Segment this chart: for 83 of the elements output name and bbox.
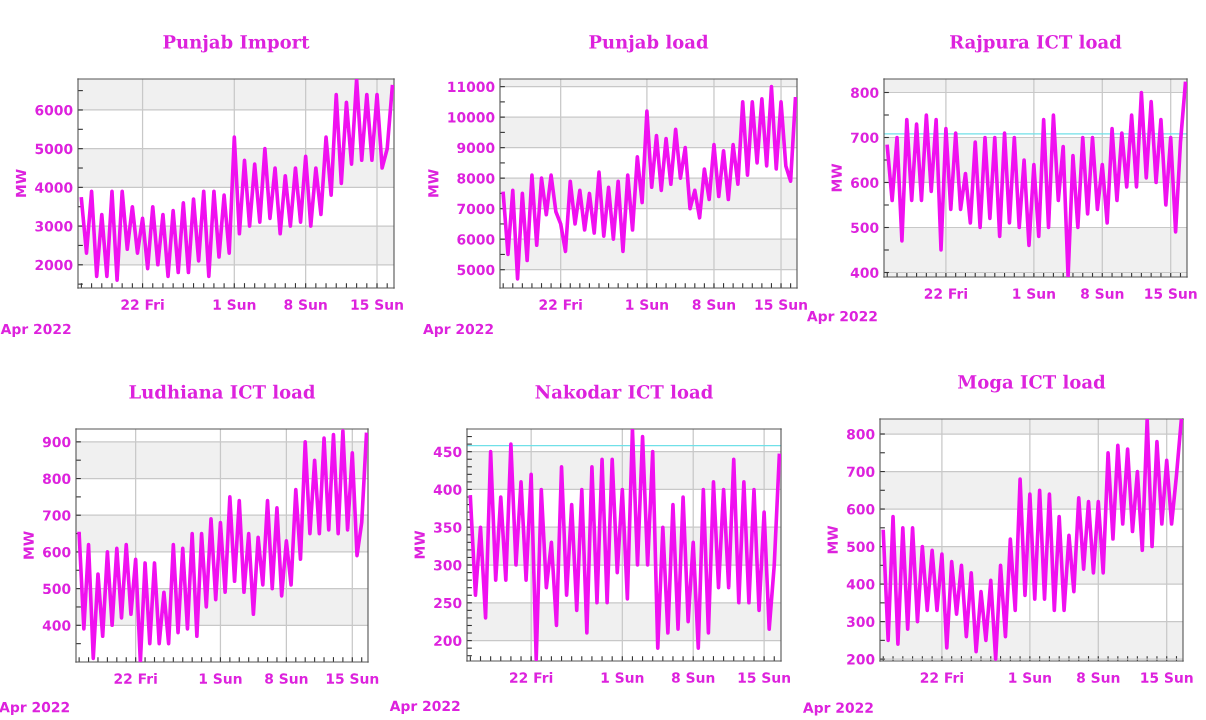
y-tick-label: 700 bbox=[851, 132, 879, 143]
y-tick-label: 800 bbox=[851, 87, 879, 98]
y-tick-label: 9000 bbox=[457, 142, 495, 154]
y-axis-title: MW bbox=[23, 531, 34, 559]
line-series bbox=[501, 84, 797, 281]
y-tick-label: 700 bbox=[43, 510, 71, 521]
y-tick-label: 500 bbox=[851, 222, 879, 233]
x-tick-label: 8 Sun bbox=[1081, 288, 1124, 299]
x-tick-label: 15 Sun bbox=[326, 673, 379, 684]
y-axis-title: MW bbox=[414, 530, 425, 559]
y-tick-label: 250 bbox=[434, 597, 462, 609]
y-tick-label: 10000 bbox=[448, 112, 495, 123]
x-tick-label: 1 Sun bbox=[213, 299, 256, 310]
chart-title: Punjab load bbox=[589, 34, 709, 53]
chart-title: Nakodar ICT load bbox=[535, 384, 713, 399]
y-tick-label: 500 bbox=[847, 541, 875, 553]
text: Apr 2022 bbox=[423, 323, 493, 337]
y-tick-label: 300 bbox=[434, 559, 462, 571]
x-tick-label: 1 Sun bbox=[1009, 672, 1051, 683]
chart-title: Punjab Import bbox=[163, 34, 310, 53]
x-tick-label: 8 Sun bbox=[1077, 672, 1120, 683]
y-tick-label: 800 bbox=[847, 428, 875, 440]
y-tick-label: 2000 bbox=[35, 259, 73, 271]
y-tick-label: 5000 bbox=[457, 264, 495, 276]
line-series bbox=[885, 81, 1187, 277]
text: Apr 2022 bbox=[0, 701, 69, 716]
y-tick-label: 500 bbox=[43, 583, 71, 595]
y-axis-title: MW bbox=[428, 169, 439, 197]
y-tick-label: 6000 bbox=[35, 104, 73, 116]
y-tick-label: 6000 bbox=[457, 234, 495, 245]
y-tick-label: 450 bbox=[433, 446, 462, 458]
y-tick-label: 400 bbox=[42, 620, 71, 631]
y-tick-label: 5000 bbox=[35, 143, 73, 155]
x-tick-label: 8 Sun bbox=[692, 299, 736, 310]
y-tick-label: 600 bbox=[847, 504, 875, 515]
x-tick-label: 1 Sun bbox=[199, 673, 242, 684]
x-tick-label: 22 Fri bbox=[920, 672, 963, 683]
y-tick-label: 700 bbox=[847, 466, 875, 477]
y-tick-label: 900 bbox=[42, 436, 71, 448]
x-tick-label: 1 Sun bbox=[601, 672, 644, 683]
x-tick-label: 8 Sun bbox=[265, 673, 308, 684]
y-tick-label: 400 bbox=[850, 267, 879, 278]
y-tick-label: 350 bbox=[434, 522, 462, 533]
chart-title: Moga ICT load bbox=[958, 374, 1106, 393]
y-axis-title: MW bbox=[15, 169, 27, 197]
x-tick-label: 22 Fri bbox=[510, 672, 553, 683]
y-tick-label: 4000 bbox=[35, 182, 73, 193]
chart-title: Ludhiana ICT load bbox=[129, 384, 316, 399]
chart-title: Rajpura ICT load bbox=[950, 34, 1122, 53]
line-series bbox=[77, 429, 368, 662]
x-tick-label: 1 Sun bbox=[1013, 288, 1055, 299]
text: Apr 2022 bbox=[389, 700, 460, 714]
line-series bbox=[468, 429, 781, 661]
y-tick-label: 400 bbox=[433, 484, 462, 495]
y-tick-label: 400 bbox=[846, 579, 875, 590]
x-tick-label: 15 Sun bbox=[738, 672, 790, 683]
y-tick-label: 300 bbox=[847, 616, 875, 628]
y-tick-label: 8000 bbox=[457, 173, 495, 184]
y-tick-label: 800 bbox=[43, 473, 71, 485]
x-tick-label: 22 Fri bbox=[924, 288, 967, 299]
x-tick-label: 15 Sun bbox=[351, 299, 403, 310]
y-tick-label: 11000 bbox=[448, 81, 495, 93]
text: Apr 2022 bbox=[0, 323, 71, 337]
x-tick-label: 1 Sun bbox=[626, 299, 668, 310]
y-tick-label: 3000 bbox=[35, 221, 73, 232]
y-tick-label: 200 bbox=[847, 654, 875, 665]
x-tick-label: 15 Sun bbox=[1145, 288, 1197, 299]
x-tick-label: 8 Sun bbox=[284, 299, 327, 310]
x-tick-label: 15 Sun bbox=[755, 299, 807, 310]
y-tick-label: 7000 bbox=[457, 203, 495, 215]
x-tick-label: 22 Fri bbox=[114, 673, 157, 684]
y-tick-label: 200 bbox=[434, 635, 462, 647]
x-tick-label: 8 Sun bbox=[671, 672, 715, 683]
text: Apr 2022 bbox=[802, 702, 873, 716]
y-tick-label: 600 bbox=[43, 546, 71, 558]
x-tick-label: 22 Fri bbox=[539, 299, 582, 310]
x-tick-label: 15 Sun bbox=[1141, 672, 1193, 683]
line-series bbox=[881, 419, 1183, 661]
text: Apr 2022 bbox=[806, 310, 877, 325]
y-axis-title: MW bbox=[827, 525, 838, 554]
x-tick-label: 22 Fri bbox=[121, 299, 164, 310]
y-axis-title: MW bbox=[831, 163, 842, 192]
y-tick-label: 600 bbox=[851, 177, 879, 188]
